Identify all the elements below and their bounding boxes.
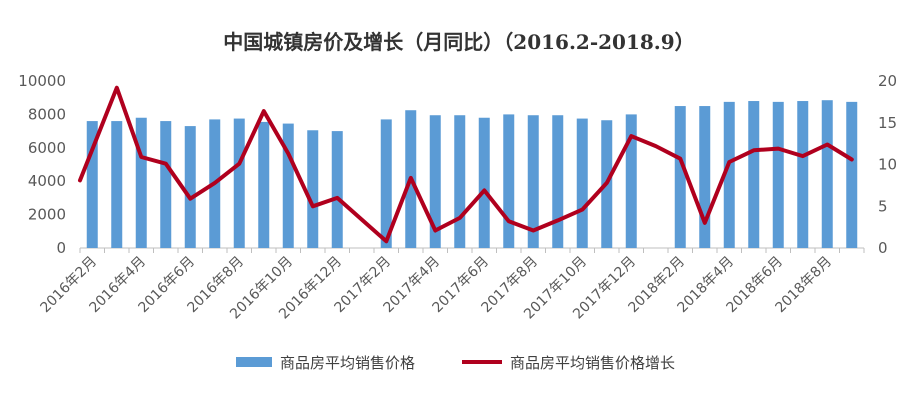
legend-line-label: 商品房平均销售价格增长: [510, 354, 675, 372]
bar-series: [86, 100, 858, 249]
right-axis-tick-label: 20: [878, 72, 897, 90]
chart-title: 中国城镇房价及增长（月同比）（2016.2-2018.9）: [223, 30, 694, 54]
left-axis-tick-label: 8000: [28, 105, 66, 123]
bar: [674, 106, 686, 248]
left-axis-tick-label: 10000: [18, 72, 66, 90]
bar: [846, 101, 858, 248]
right-axis-tick-label: 5: [878, 197, 888, 215]
bar: [797, 101, 809, 248]
bar: [527, 115, 539, 248]
bar: [478, 117, 490, 249]
left-axis-tick-label: 0: [56, 239, 66, 257]
bar: [576, 118, 588, 248]
bar: [331, 131, 343, 248]
bar: [821, 100, 833, 248]
bar: [772, 101, 784, 248]
bar: [454, 115, 466, 248]
line-series: [78, 85, 854, 244]
bar: [307, 130, 319, 248]
bar: [233, 118, 245, 248]
bar: [135, 117, 147, 249]
left-axis-tick-label: 2000: [28, 206, 66, 224]
bar: [748, 101, 760, 248]
bar: [258, 121, 270, 248]
bar: [380, 119, 392, 248]
legend: 商品房平均销售价格 商品房平均销售价格增长: [236, 354, 675, 372]
left-axis-tick-label: 6000: [28, 139, 66, 157]
right-axis-tick-label: 10: [878, 156, 897, 174]
bar: [282, 123, 294, 248]
left-axis-tick-label: 4000: [28, 172, 66, 190]
bar: [723, 101, 735, 248]
bar: [111, 121, 123, 248]
right-axis-tick-label: 0: [878, 239, 888, 257]
bar: [160, 121, 172, 248]
bar: [503, 114, 515, 249]
legend-bar-label: 商品房平均销售价格: [280, 354, 415, 372]
bar: [86, 121, 98, 248]
bar: [699, 106, 711, 248]
bar: [429, 115, 441, 248]
growth-line: [78, 85, 854, 244]
right-axis-tick-label: 15: [878, 114, 897, 132]
bar: [625, 114, 637, 249]
legend-bar-swatch: [236, 357, 272, 367]
bar: [184, 126, 196, 248]
bar: [552, 115, 564, 248]
